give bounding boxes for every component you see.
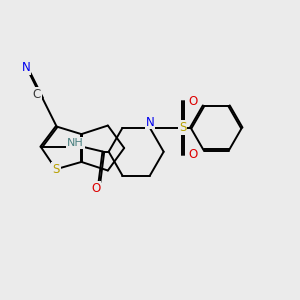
Text: O: O (91, 182, 100, 195)
Text: C: C (32, 88, 41, 101)
Text: O: O (188, 94, 197, 108)
Text: N: N (22, 61, 30, 74)
Text: S: S (179, 122, 186, 134)
Text: S: S (52, 163, 60, 176)
Text: O: O (188, 148, 197, 161)
Text: NH: NH (67, 138, 84, 148)
Text: N: N (146, 116, 154, 128)
